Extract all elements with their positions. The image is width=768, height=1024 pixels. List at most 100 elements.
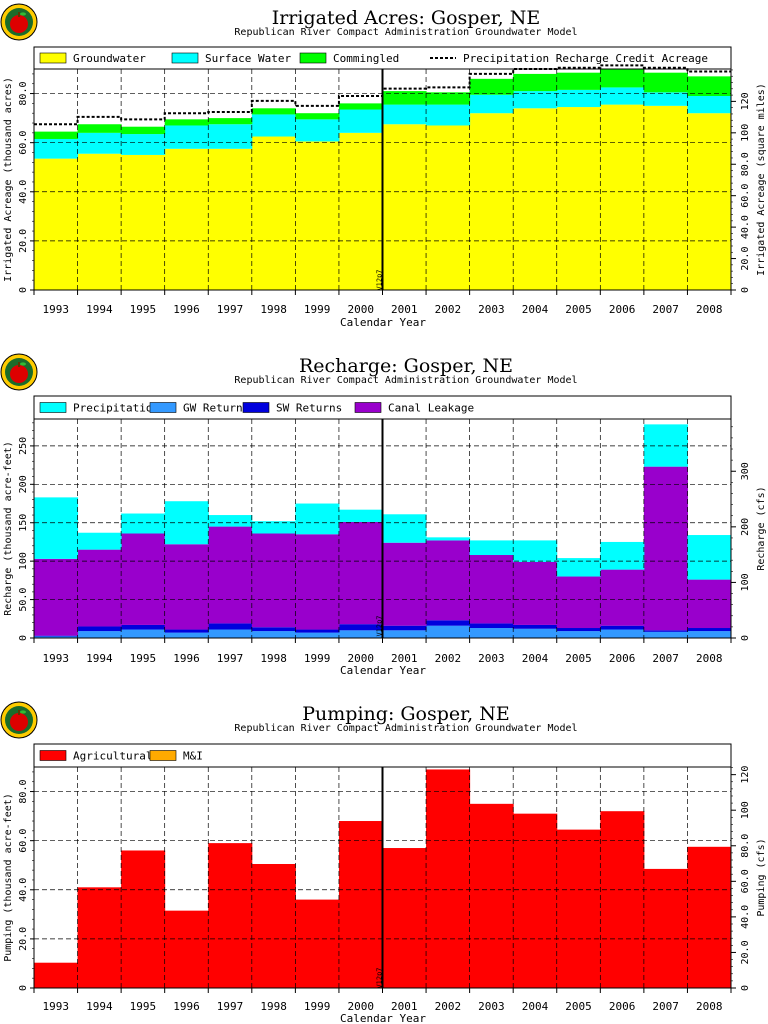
- bar-segment: [687, 846, 732, 988]
- bar-segment: [426, 125, 471, 290]
- x-tick-label: 2001: [391, 652, 418, 665]
- bar-segment: [469, 78, 514, 95]
- y-right-tick-label: 100: [740, 124, 751, 142]
- bar-segment: [426, 620, 471, 626]
- x-tick-label: 2001: [391, 1000, 418, 1013]
- bar-segment: [121, 850, 166, 988]
- logo-leaf: [20, 710, 26, 714]
- bar-segment: [513, 540, 558, 562]
- bar-segment: [208, 843, 253, 988]
- chart-title: Irrigated Acres: Gosper, NE: [272, 7, 541, 29]
- x-tick-label: 1996: [173, 1000, 200, 1013]
- bar-segment: [426, 769, 471, 988]
- legend-swatch: [149, 402, 177, 413]
- bar-segment: [164, 910, 209, 988]
- y-tick-label: 20.0: [18, 229, 29, 253]
- bar-segment: [513, 813, 558, 988]
- legend-label: Surface Water: [205, 52, 291, 65]
- bar-segment: [338, 132, 383, 290]
- bar-segment: [77, 549, 122, 627]
- logo-apple: [10, 15, 28, 33]
- x-tick-label: 2006: [609, 303, 636, 316]
- x-tick-label: 2008: [696, 303, 723, 316]
- x-tick-label: 1996: [173, 303, 200, 316]
- x-tick-label: 2002: [435, 1000, 462, 1013]
- x-tick-label: 2002: [435, 652, 462, 665]
- y-right-axis-label: Irrigated Acreage (square miles): [756, 83, 767, 276]
- bar-segment: [295, 113, 340, 120]
- x-tick-label: 1995: [130, 1000, 157, 1013]
- legend-swatch: [39, 52, 67, 64]
- y-tick-label: 40.0: [18, 180, 29, 204]
- x-tick-label: 2003: [478, 303, 505, 316]
- bar-segment: [251, 631, 296, 638]
- bar-segment: [34, 635, 79, 637]
- bar-segment: [208, 124, 253, 149]
- y-right-tick-label: 0: [740, 985, 751, 991]
- bar-segment: [34, 158, 79, 290]
- bar-segment: [382, 124, 427, 290]
- bar-segment: [338, 509, 383, 522]
- chart-title: Recharge: Gosper, NE: [299, 355, 513, 377]
- y-right-tick-label: 40.0: [740, 215, 751, 239]
- logo-leaf: [20, 362, 26, 366]
- legend-label: Precipitation: [73, 402, 159, 415]
- y-tick-label: 40.0: [18, 878, 29, 902]
- bar-segment: [164, 125, 209, 149]
- legend-swatch: [39, 402, 67, 413]
- y-tick-label: 20.0: [18, 927, 29, 951]
- bar-segment: [426, 92, 471, 105]
- bar-segment: [426, 104, 471, 126]
- bar-segment: [469, 628, 514, 638]
- bar-segment: [164, 148, 209, 290]
- bar-segment: [34, 131, 79, 139]
- bar-segment: [251, 521, 296, 534]
- x-tick-label: 1996: [173, 652, 200, 665]
- bar-segment: [513, 561, 558, 625]
- bar-segment: [77, 631, 122, 638]
- bar-segment: [34, 558, 79, 636]
- bar-segment: [687, 631, 732, 638]
- x-tick-label: 2005: [565, 303, 592, 316]
- bar-segment: [295, 632, 340, 638]
- bar-segment: [382, 91, 427, 105]
- bar-segment: [208, 629, 253, 638]
- bar-segment: [382, 625, 427, 631]
- bar-segment: [687, 96, 732, 114]
- y-right-tick-label: 80.0: [740, 152, 751, 176]
- bar-segment: [426, 625, 471, 638]
- legend-label: Canal Leakage: [388, 402, 474, 415]
- bar-segment: [556, 107, 601, 290]
- bar-segment: [121, 134, 166, 155]
- bar-segment: [600, 811, 645, 988]
- model-version-label: V12p7: [376, 615, 384, 636]
- apple-logo-icon: [0, 701, 38, 739]
- bar-segment: [556, 631, 601, 638]
- x-tick-label: 1999: [304, 1000, 331, 1013]
- bar-segment: [251, 136, 296, 290]
- bar-segment: [251, 533, 296, 628]
- x-tick-label: 1994: [86, 1000, 113, 1013]
- x-tick-label: 2000: [347, 303, 374, 316]
- bar-segment: [600, 87, 645, 105]
- bar-segment: [426, 540, 471, 621]
- bar-segment: [469, 113, 514, 290]
- bar-segment: [164, 544, 209, 630]
- bar-segment: [469, 555, 514, 624]
- legend-label: M&I: [183, 750, 203, 763]
- y-right-tick-label: 40.0: [740, 905, 751, 929]
- x-tick-label: 2008: [696, 652, 723, 665]
- x-tick-label: 1993: [43, 652, 70, 665]
- legend-label: Groundwater: [73, 52, 146, 65]
- bar-segment: [643, 105, 688, 290]
- y-right-tick-label: 80.0: [740, 834, 751, 858]
- x-tick-label: 1997: [217, 1000, 244, 1013]
- legend-label: Precipitation Recharge Credit Acreage: [463, 52, 708, 65]
- bar-segment: [34, 962, 79, 988]
- bar-segment: [600, 629, 645, 638]
- x-tick-label: 2003: [478, 1000, 505, 1013]
- y-tick-label: 0: [18, 985, 29, 991]
- x-tick-label: 2006: [609, 1000, 636, 1013]
